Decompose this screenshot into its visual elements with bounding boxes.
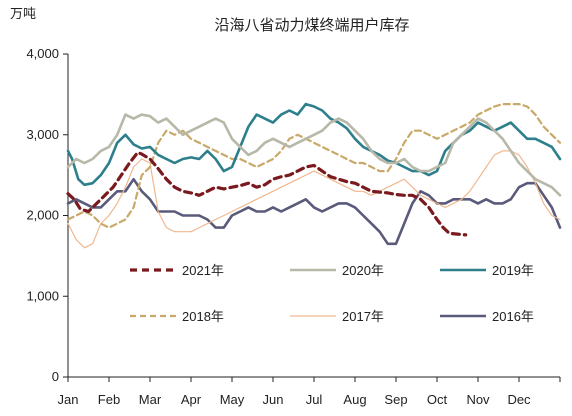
y-tick-label: 2,000 bbox=[26, 208, 59, 223]
y-axis-unit-label: 万吨 bbox=[10, 7, 36, 22]
y-tick-label: 3,000 bbox=[26, 127, 59, 142]
y-tick-label: 4,000 bbox=[26, 46, 59, 61]
legend-label-2019: 2019年 bbox=[492, 263, 534, 278]
x-tick-label: Jun bbox=[263, 392, 284, 407]
x-tick-label: Mar bbox=[139, 392, 162, 407]
x-tick-label: Sep bbox=[384, 392, 407, 407]
chart-title: 沿海八省动力煤终端用户库存 bbox=[214, 16, 409, 34]
x-tick-label: Aug bbox=[343, 392, 366, 407]
x-tick-label: Apr bbox=[181, 392, 202, 407]
axes: 0 1,000 2,000 3,000 4,000 Jan Feb Mar Apr May Jun J… bbox=[26, 46, 561, 407]
series-line-2019 bbox=[66, 102, 562, 187]
y-tick-label: 1,000 bbox=[26, 288, 59, 303]
series-line-2020 bbox=[66, 113, 562, 197]
x-tick-label: Nov bbox=[466, 392, 490, 407]
x-tick-label: Feb bbox=[98, 392, 120, 407]
legend-label-2016: 2016年 bbox=[492, 309, 534, 324]
x-tick-label: Jan bbox=[58, 392, 79, 407]
series-line-2018 bbox=[66, 103, 562, 229]
series-line-2016 bbox=[66, 177, 562, 246]
x-tick-label: May bbox=[220, 392, 245, 407]
legend-label-2021: 2021年 bbox=[182, 263, 224, 278]
series-line-2021 bbox=[66, 150, 468, 237]
y-tick-label: 0 bbox=[52, 369, 59, 384]
legend-label-2018: 2018年 bbox=[182, 309, 224, 324]
x-tick-label: Dec bbox=[507, 392, 531, 407]
legend-label-2020: 2020年 bbox=[342, 263, 384, 278]
series-lines bbox=[66, 102, 562, 249]
legend: 2021年 2020年 2019年 2018年 2017年 2016年 bbox=[130, 263, 534, 324]
x-tick-label: Jul bbox=[306, 392, 323, 407]
series-line-2017 bbox=[67, 150, 561, 249]
x-tick-label: Oct bbox=[427, 392, 448, 407]
legend-label-2017: 2017年 bbox=[342, 309, 384, 324]
